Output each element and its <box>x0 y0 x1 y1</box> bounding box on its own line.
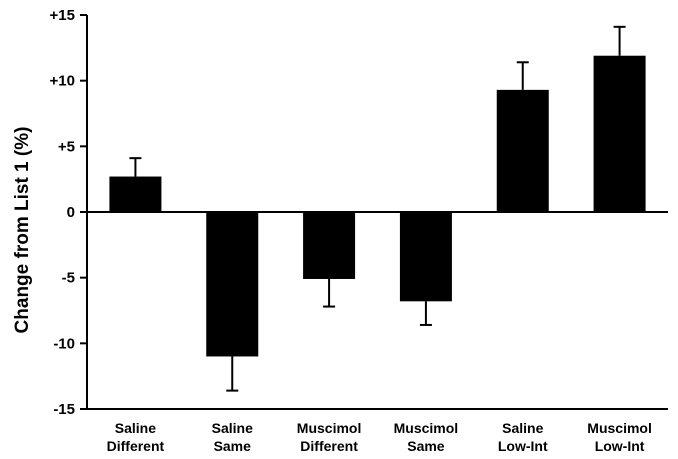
bar <box>399 212 452 302</box>
y-axis-title: Change from List 1 (%) <box>12 127 33 334</box>
x-category-label: Muscimol <box>394 420 459 436</box>
x-category-label: Muscimol <box>587 420 652 436</box>
y-tick-label: -10 <box>53 335 75 352</box>
bar <box>303 212 356 279</box>
bar <box>496 89 549 212</box>
x-category-label: Different <box>107 438 165 454</box>
y-tick-label: +15 <box>50 7 75 24</box>
y-tick-label: +10 <box>50 73 75 90</box>
x-category-label: Different <box>300 438 358 454</box>
x-category-label: Saline <box>115 420 156 436</box>
x-category-label: Saline <box>212 420 253 436</box>
x-category-label: Low-Int <box>498 438 548 454</box>
x-category-label: Same <box>214 438 252 454</box>
bar <box>206 212 259 357</box>
x-category-label: Low-Int <box>595 438 645 454</box>
y-tick-label: -5 <box>62 270 75 287</box>
x-category-label: Same <box>407 438 445 454</box>
bar <box>109 176 162 212</box>
x-category-label: Muscimol <box>297 420 362 436</box>
bar <box>593 55 646 212</box>
y-tick-label: -15 <box>53 401 75 418</box>
x-category-label: Saline <box>502 420 543 436</box>
y-tick-label: 0 <box>67 204 75 221</box>
y-tick-label: +5 <box>58 138 75 155</box>
